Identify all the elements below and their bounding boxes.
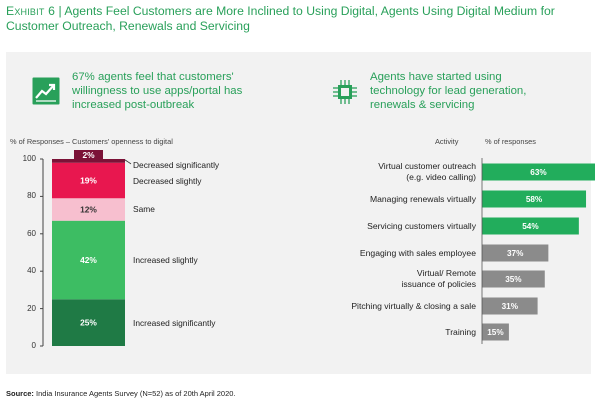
activity-bar bbox=[482, 297, 538, 315]
stack-series-label: Decreased significantly bbox=[133, 159, 220, 170]
activity-category-line: issuance of policies bbox=[401, 279, 476, 289]
left-chart-axis-caption: % of Responses – Customers' openness to … bbox=[10, 137, 173, 146]
activity-value-label: 54% bbox=[522, 222, 539, 231]
y-tick-label: 60 bbox=[27, 228, 36, 238]
exhibit-header: Exhibit 6 | Agents Feel Customers are Mo… bbox=[0, 0, 595, 42]
activity-value-label: 15% bbox=[487, 328, 504, 337]
left-callout: 67% agents feel that customers' willingn… bbox=[72, 71, 243, 111]
exhibit-separator: | bbox=[58, 4, 62, 18]
stack-value-label: 2% bbox=[82, 150, 95, 160]
activity-bar bbox=[482, 190, 587, 208]
stack-value-label: 19% bbox=[80, 176, 97, 186]
y-tick-label: 40 bbox=[27, 266, 36, 276]
exhibit-title: Exhibit 6 | Agents Feel Customers are Mo… bbox=[6, 4, 591, 34]
stack-segment bbox=[52, 162, 125, 199]
source-text: India Insurance Agents Survey (N=52) as … bbox=[36, 389, 236, 398]
activity-category-label: Virtual customer outreach (e.g. video cal… bbox=[276, 161, 476, 183]
responses-header: % of responses bbox=[485, 137, 536, 146]
stack-series-label: Increased slightly bbox=[133, 254, 198, 265]
activity-bar bbox=[482, 217, 579, 235]
activity-category-line: (e.g. video calling) bbox=[406, 172, 476, 182]
stack-value-label: 25% bbox=[80, 318, 97, 328]
activity-header: Activity bbox=[435, 137, 459, 146]
exhibit-title-text: Agents Feel Customers are More Inclined … bbox=[6, 4, 555, 33]
stack-value-label: 42% bbox=[80, 255, 97, 265]
activity-category-line: Servicing customers virtually bbox=[367, 220, 476, 231]
stack-segment bbox=[52, 198, 125, 221]
activity-category-label: Virtual/ Remote issuance of policies bbox=[276, 268, 476, 290]
activity-category-line: Managing renewals virtually bbox=[369, 193, 476, 204]
stack-series-label: Increased significantly bbox=[133, 317, 216, 328]
stack-segment bbox=[52, 299, 125, 346]
activity-category-line: Virtual customer outreach bbox=[378, 161, 476, 171]
activity-bar bbox=[482, 323, 509, 341]
activity-category-label: Servicing customers virtually bbox=[276, 221, 476, 232]
y-tick-label: 0 bbox=[31, 341, 36, 350]
stack-value-label: 12% bbox=[80, 204, 97, 214]
chip-icon bbox=[333, 80, 357, 104]
activity-bar bbox=[482, 270, 545, 288]
activity-value-label: 35% bbox=[505, 275, 522, 284]
activity-value-label: 58% bbox=[526, 195, 543, 204]
y-tick-label: 80 bbox=[27, 191, 36, 201]
activity-category-line: Training bbox=[445, 326, 476, 337]
activity-category-label: Engaging with sales employee bbox=[276, 248, 476, 259]
stack-segment bbox=[52, 220, 125, 300]
activity-bar bbox=[482, 163, 595, 181]
stack-series-label: Same bbox=[133, 204, 155, 215]
y-tick-label: 20 bbox=[27, 303, 36, 313]
activity-category-line: Pitching virtually & closing a sale bbox=[351, 300, 476, 311]
source-note: Source: India Insurance Agents Survey (N… bbox=[6, 389, 236, 398]
trending-up-icon bbox=[32, 77, 60, 105]
activity-value-label: 31% bbox=[502, 302, 519, 311]
stack-segment-tab bbox=[74, 150, 103, 161]
activity-category-label: Pitching virtually & closing a sale bbox=[276, 301, 476, 312]
exhibit-label: Exhibit 6 bbox=[6, 4, 56, 18]
source-label: Source: bbox=[6, 389, 34, 398]
activity-category-label: Managing renewals virtually bbox=[276, 194, 476, 205]
y-tick-label: 100 bbox=[22, 154, 36, 163]
activity-category-line: Virtual/ Remote bbox=[416, 268, 476, 278]
activity-category-line: Engaging with sales employee bbox=[359, 247, 476, 258]
activity-category-label: Training bbox=[276, 327, 476, 338]
top-segment-connector bbox=[124, 159, 132, 165]
stack-series-label: Decreased slightly bbox=[133, 175, 202, 186]
activity-bar bbox=[482, 244, 549, 262]
activity-value-label: 63% bbox=[530, 168, 547, 177]
right-callout: Agents have started using technology for… bbox=[370, 71, 527, 111]
activity-value-label: 37% bbox=[507, 249, 524, 258]
